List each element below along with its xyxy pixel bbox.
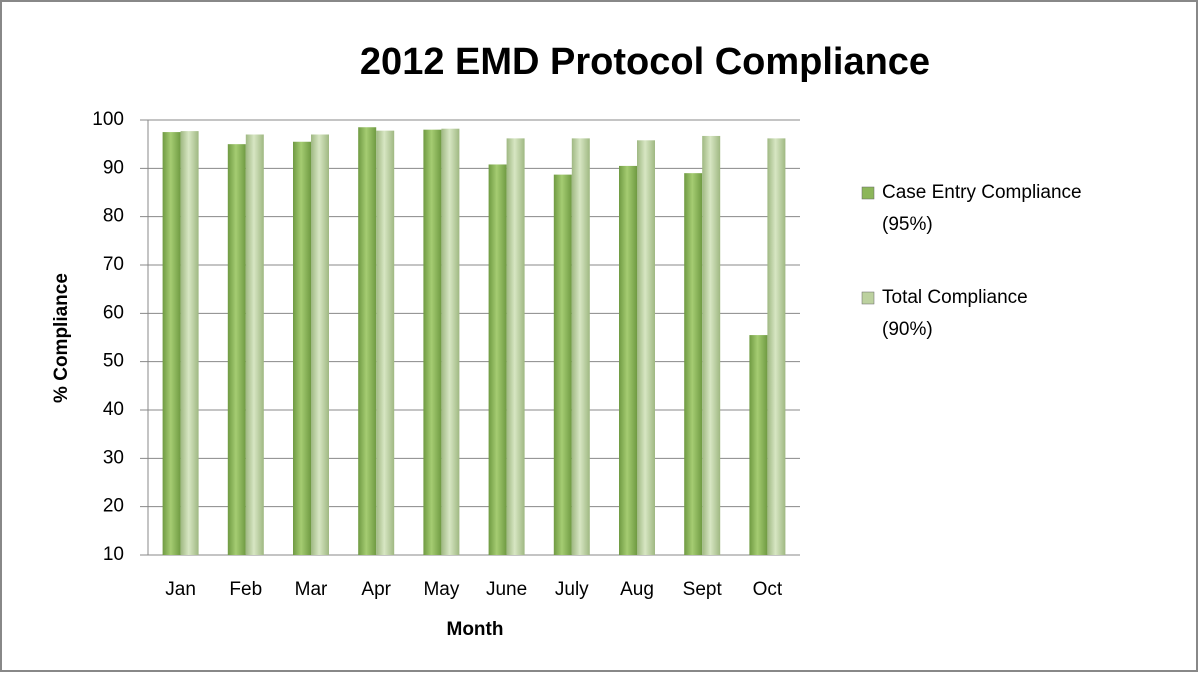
bar <box>358 127 377 555</box>
legend-swatch <box>861 186 875 200</box>
x-tick-label: July <box>555 579 589 600</box>
bar <box>749 335 768 555</box>
x-tick-label: Feb <box>229 579 262 600</box>
x-tick-label: Jan <box>165 579 196 600</box>
y-tick-label: 20 <box>103 496 124 517</box>
bar <box>376 130 395 555</box>
bar <box>767 138 786 555</box>
bar <box>488 164 507 555</box>
legend-swatch <box>861 291 875 305</box>
bar <box>702 135 721 555</box>
x-tick-label: Oct <box>753 579 783 600</box>
bar <box>293 141 311 555</box>
x-axis-label: Month <box>447 619 504 640</box>
bar <box>571 138 590 555</box>
y-tick-label: 100 <box>92 109 124 130</box>
bar <box>553 174 572 555</box>
legend-label: Case Entry Compliance (95%) <box>882 182 1082 235</box>
y-tick-label: 40 <box>103 399 124 420</box>
y-tick-label: 10 <box>103 544 124 565</box>
bar <box>245 134 264 555</box>
bar <box>423 129 442 555</box>
y-tick-label: 30 <box>103 447 124 468</box>
bar <box>180 131 199 555</box>
y-axis-label: % Compliance <box>51 273 72 403</box>
bar <box>506 138 525 555</box>
bar <box>311 134 329 555</box>
y-tick-label: 50 <box>103 351 124 372</box>
legend-label: Total Compliance (90%) <box>882 287 1028 340</box>
bar <box>637 140 655 556</box>
x-tick-label: May <box>423 579 459 600</box>
x-tick-label: Aug <box>620 579 654 600</box>
y-tick-label: 70 <box>103 254 124 275</box>
x-tick-label: Apr <box>361 579 391 600</box>
bar <box>227 144 246 555</box>
x-tick-label: June <box>486 579 527 600</box>
x-tick-label: Mar <box>295 579 328 600</box>
y-tick-label: 80 <box>103 206 124 227</box>
y-tick-label: 60 <box>103 302 124 323</box>
x-tick-label: Sept <box>683 579 723 600</box>
bar <box>684 173 703 555</box>
bar <box>619 165 637 555</box>
bar <box>162 132 181 556</box>
chart-title: 2012 EMD Protocol Compliance <box>360 41 930 83</box>
y-tick-label: 90 <box>103 157 124 178</box>
bar <box>441 128 460 555</box>
